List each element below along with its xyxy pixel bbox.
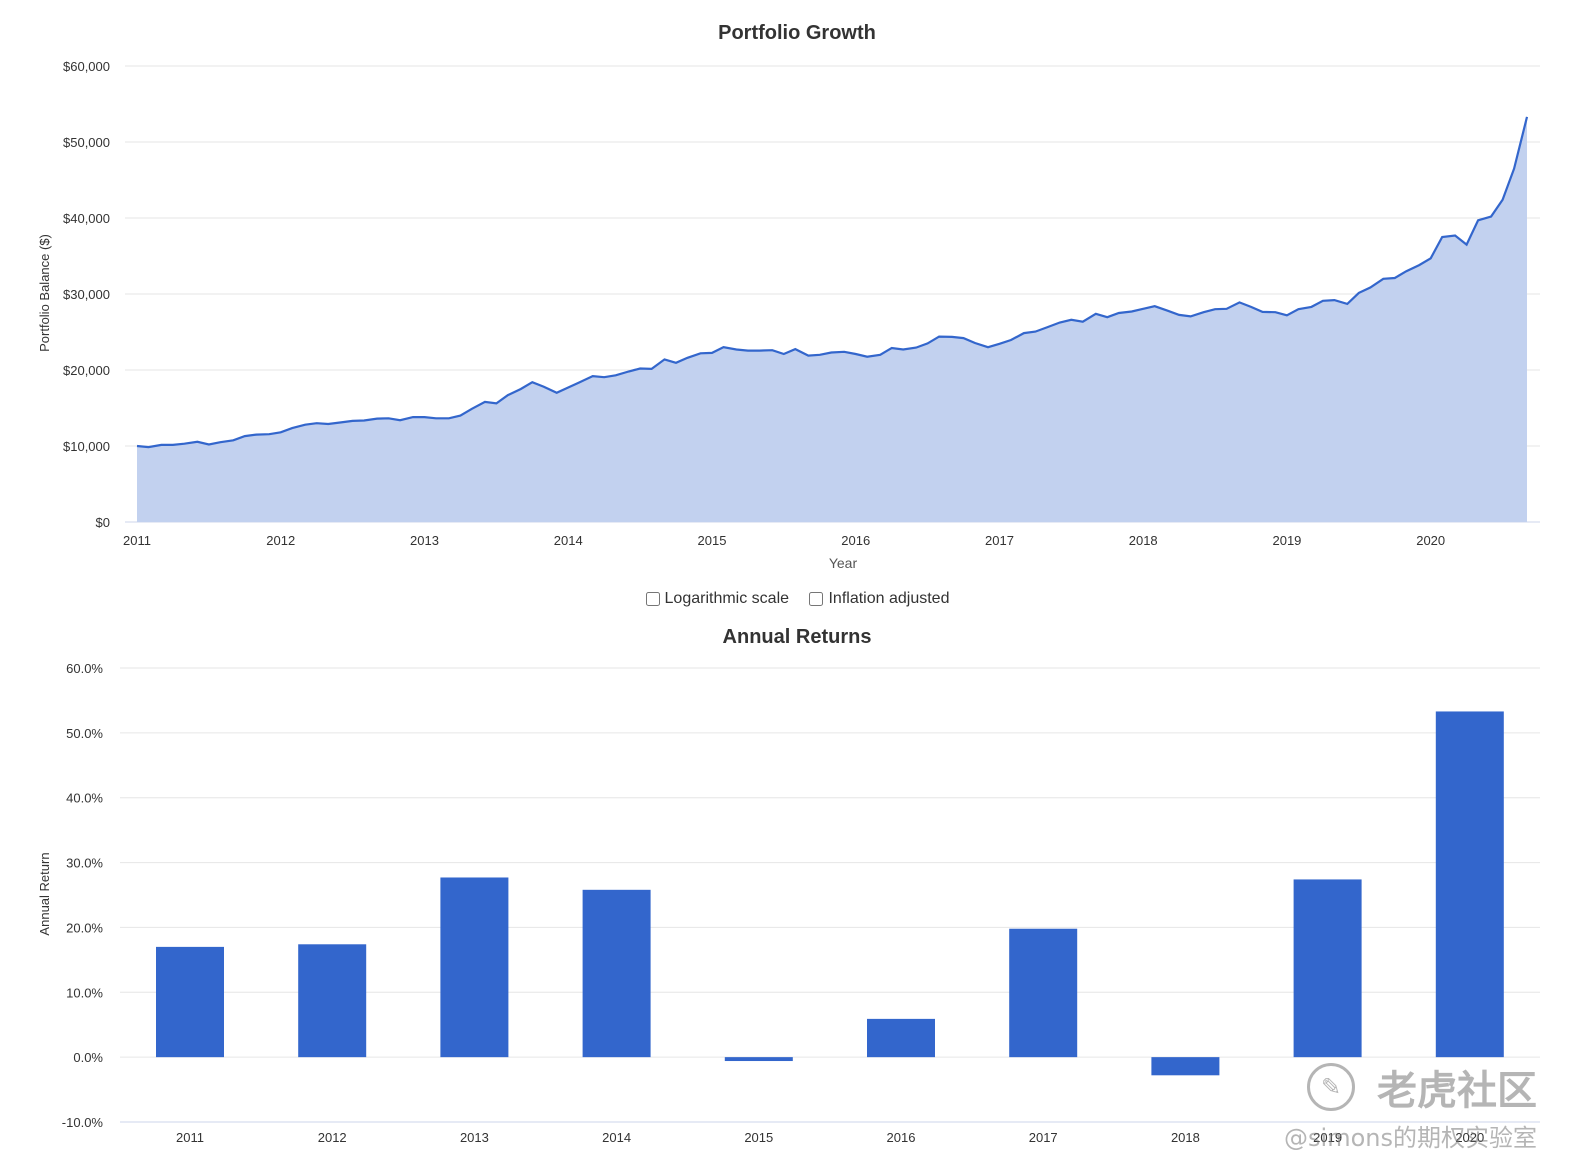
return-bar	[1435, 711, 1504, 1058]
watermark-brand: 老虎社区	[1377, 1068, 1537, 1114]
return-bar	[1293, 879, 1362, 1058]
growth-y-axis: $0 $10,000 $20,000 $30,000 $40,000 $50,000 $60…	[63, 59, 110, 530]
growth-x-tick-label: 2014	[554, 533, 583, 548]
chart-options: Logarithmic scale Inflation adjusted	[0, 590, 1595, 611]
growth-x-tick-label: 2015	[698, 533, 727, 548]
return-bar	[724, 1057, 793, 1062]
returns-y-tick-label: 50.0%	[66, 726, 103, 741]
watermark-handle: @simons的期权实验室	[1284, 1124, 1537, 1152]
returns-x-tick-label: 2018	[1171, 1130, 1200, 1145]
growth-x-tick-label: 2020	[1416, 533, 1445, 548]
annual-returns-chart: Annual Returns -10.0% 0.0% 10.0% 20.0% 30.0%…	[37, 626, 1540, 1145]
growth-x-tick-label: 2011	[123, 533, 151, 548]
growth-x-tick-label: 2016	[841, 533, 870, 548]
inflation-adjusted-label: Inflation adjusted	[828, 590, 950, 607]
returns-x-tick-label: 2016	[887, 1130, 916, 1145]
returns-y-tick-label: 0.0%	[73, 1050, 103, 1065]
log-scale-toggle[interactable]: Logarithmic scale	[645, 590, 790, 608]
returns-x-axis: 2011 2012 2013 2014 2015 2016 2017 2018 2019 2020	[176, 1130, 1484, 1145]
returns-y-tick-label: 20.0%	[66, 920, 103, 935]
returns-y-tick-label: 60.0%	[66, 661, 103, 676]
returns-y-tick-label: 30.0%	[66, 856, 103, 871]
returns-chart-title: Annual Returns	[723, 626, 872, 648]
log-scale-label: Logarithmic scale	[664, 590, 790, 607]
returns-x-tick-label: 2012	[318, 1130, 347, 1145]
growth-x-axis: 2011 2012 2013 2014 2015 2016 2017 2018 2019 2020	[123, 533, 1445, 548]
inflation-adjusted-checkbox[interactable]	[809, 592, 824, 606]
returns-y-axis-label: Annual Return	[37, 852, 52, 935]
log-scale-checkbox[interactable]	[645, 592, 660, 606]
growth-y-tick-label: $0	[96, 515, 110, 530]
return-bar	[867, 1018, 935, 1058]
returns-x-tick-label: 2013	[460, 1130, 489, 1145]
returns-x-tick-label: 2011	[176, 1130, 204, 1145]
return-bar	[582, 889, 651, 1058]
growth-x-tick-label: 2019	[1272, 533, 1301, 548]
returns-y-tick-label: 10.0%	[66, 985, 103, 1000]
return-bar	[298, 944, 367, 1058]
growth-y-axis-label: Portfolio Balance ($)	[37, 234, 52, 352]
tiger-logo-icon: ✎	[1307, 1063, 1355, 1111]
growth-x-tick-label: 2017	[985, 533, 1014, 548]
growth-chart-title: Portfolio Growth	[718, 22, 876, 44]
growth-series-line	[136, 116, 1529, 449]
returns-y-axis: -10.0% 0.0% 10.0% 20.0% 30.0% 40.0% 50.0% 60.0%	[62, 661, 104, 1130]
growth-y-tick-label: $20,000	[63, 363, 110, 378]
watermark: ✎ 老虎社区 @simons的期权实验室	[1284, 1058, 1537, 1153]
returns-bars	[156, 711, 1504, 1076]
returns-x-tick-label: 2019	[1313, 1130, 1342, 1145]
growth-y-tick-label: $40,000	[63, 211, 110, 226]
growth-y-tick-label: $50,000	[63, 135, 110, 150]
returns-x-tick-label: 2015	[744, 1130, 773, 1145]
portfolio-growth-chart: Portfolio Growth $0 $10,000 $20,000 $30,000…	[37, 22, 1540, 571]
returns-x-tick-label: 2014	[602, 1130, 631, 1145]
returns-x-tick-label: 2017	[1029, 1130, 1058, 1145]
growth-x-tick-label: 2018	[1129, 533, 1158, 548]
growth-y-tick-label: $10,000	[63, 439, 110, 454]
return-bar	[1151, 1057, 1220, 1076]
growth-area-fill	[137, 116, 1527, 523]
return-bar	[1009, 928, 1078, 1058]
growth-x-axis-label: Year	[829, 555, 858, 571]
growth-y-tick-label: $30,000	[63, 287, 110, 302]
growth-x-tick-label: 2013	[410, 533, 439, 548]
growth-x-tick-label: 2012	[266, 533, 295, 548]
inflation-toggle[interactable]: Inflation adjusted	[809, 590, 949, 608]
growth-y-tick-label: $60,000	[63, 59, 110, 74]
return-bar	[156, 946, 224, 1058]
returns-y-tick-label: -10.0%	[62, 1115, 104, 1130]
return-bar	[440, 877, 509, 1058]
returns-x-tick-label: 2020	[1455, 1130, 1484, 1145]
returns-y-tick-label: 40.0%	[66, 791, 103, 806]
